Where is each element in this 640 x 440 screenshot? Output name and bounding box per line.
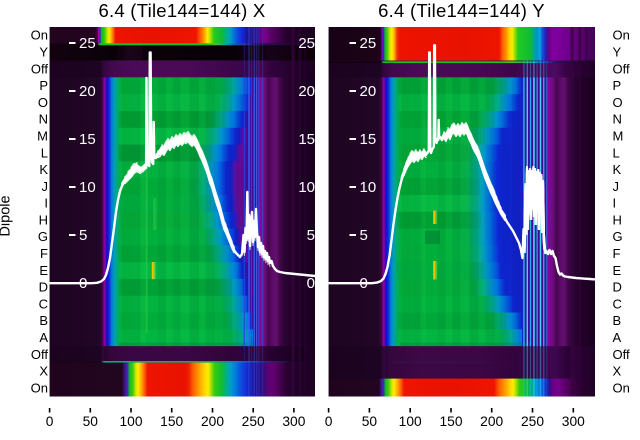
svg-text:100: 100	[119, 414, 142, 429]
svg-text:L: L	[613, 145, 620, 160]
svg-text:20: 20	[360, 83, 377, 100]
svg-text:200: 200	[201, 414, 224, 429]
svg-text:10: 10	[298, 179, 315, 196]
svg-text:X: X	[613, 364, 622, 379]
svg-text:F: F	[613, 246, 621, 261]
svg-text:200: 200	[480, 414, 503, 429]
svg-text:Y: Y	[39, 45, 48, 60]
svg-text:E: E	[39, 263, 48, 278]
svg-text:G: G	[613, 229, 623, 244]
svg-text:150: 150	[160, 414, 183, 429]
svg-text:0: 0	[79, 275, 87, 292]
svg-text:5: 5	[307, 227, 315, 244]
svg-text:300: 300	[282, 414, 305, 429]
svg-text:O: O	[38, 95, 48, 110]
svg-text:20: 20	[79, 83, 96, 100]
svg-text:G: G	[38, 229, 48, 244]
svg-text:15: 15	[79, 131, 96, 148]
svg-text:6.4 (Tile144=144) X: 6.4 (Tile144=144) X	[98, 0, 265, 21]
svg-text:25: 25	[79, 35, 96, 52]
svg-text:P: P	[39, 78, 48, 93]
svg-text:K: K	[39, 162, 48, 177]
svg-text:On: On	[613, 28, 630, 43]
svg-text:100: 100	[399, 414, 422, 429]
svg-text:Off: Off	[31, 347, 48, 362]
svg-text:D: D	[613, 280, 622, 295]
svg-text:X: X	[39, 364, 48, 379]
svg-text:Y: Y	[613, 45, 622, 60]
svg-text:On: On	[613, 380, 630, 395]
svg-text:J: J	[42, 179, 49, 194]
svg-text:250: 250	[521, 414, 544, 429]
svg-text:50: 50	[362, 414, 378, 429]
svg-text:C: C	[613, 296, 622, 311]
svg-text:Off: Off	[613, 61, 630, 76]
svg-text:B: B	[39, 313, 48, 328]
svg-text:F: F	[40, 246, 48, 261]
svg-text:I: I	[613, 196, 617, 211]
svg-text:Dipole: Dipole	[0, 195, 14, 236]
svg-text:H: H	[613, 212, 622, 227]
svg-text:On: On	[31, 380, 48, 395]
svg-text:Off: Off	[31, 61, 48, 76]
svg-text:O: O	[613, 95, 623, 110]
svg-text:D: D	[39, 280, 48, 295]
svg-text:5: 5	[360, 227, 368, 244]
svg-text:10: 10	[360, 179, 377, 196]
svg-text:B: B	[613, 313, 622, 328]
svg-text:0: 0	[360, 275, 368, 292]
svg-text:5: 5	[79, 227, 87, 244]
svg-text:N: N	[39, 112, 48, 127]
svg-text:10: 10	[79, 179, 96, 196]
svg-text:25: 25	[360, 35, 377, 52]
svg-text:15: 15	[360, 131, 377, 148]
svg-text:25: 25	[298, 35, 315, 52]
svg-text:300: 300	[562, 414, 585, 429]
svg-text:A: A	[39, 330, 48, 345]
svg-text:N: N	[613, 112, 622, 127]
svg-text:6.4 (Tile144=144) Y: 6.4 (Tile144=144) Y	[378, 0, 545, 21]
svg-text:M: M	[37, 129, 48, 144]
svg-text:P: P	[613, 78, 622, 93]
svg-text:C: C	[39, 296, 48, 311]
svg-text:20: 20	[298, 83, 315, 100]
svg-text:I: I	[44, 196, 48, 211]
svg-text:K: K	[613, 162, 622, 177]
svg-text:L: L	[41, 145, 48, 160]
svg-text:0: 0	[325, 414, 333, 429]
svg-text:0: 0	[307, 275, 315, 292]
svg-text:50: 50	[83, 414, 99, 429]
svg-text:15: 15	[298, 131, 315, 148]
svg-text:0: 0	[46, 414, 54, 429]
svg-text:H: H	[39, 212, 48, 227]
svg-text:250: 250	[242, 414, 265, 429]
svg-text:M: M	[613, 129, 624, 144]
svg-text:On: On	[31, 28, 48, 43]
svg-text:E: E	[613, 263, 622, 278]
svg-text:Off: Off	[613, 347, 630, 362]
svg-text:J: J	[613, 179, 620, 194]
svg-text:150: 150	[439, 414, 462, 429]
svg-text:A: A	[613, 330, 622, 345]
